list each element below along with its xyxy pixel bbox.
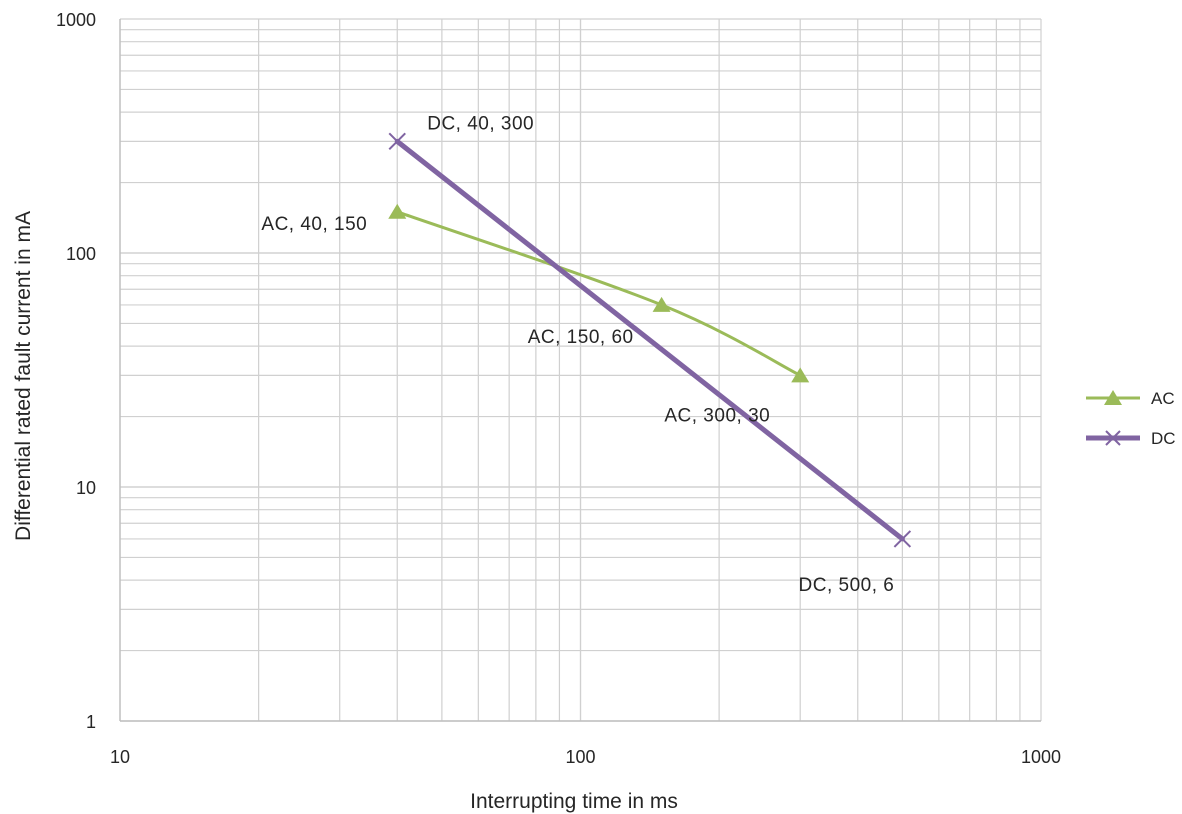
data-point-x [388,132,406,151]
y-axis-title: Differential rated fault current in mA [12,211,35,541]
data-label: AC, 300, 30 [664,405,770,426]
legend-marker-x [1105,430,1121,446]
y-tick-label: 10 [76,478,96,498]
legend: AC DC [1086,389,1176,448]
data-point-triangle [388,203,407,219]
data-label: DC, 500, 6 [799,575,895,596]
marker-x-stroke [388,132,406,151]
x-tick-label: 1000 [1021,747,1061,767]
legend-label: AC [1151,389,1175,408]
legend-marker-triangle [1104,390,1122,405]
x-tick-label: 100 [565,747,595,767]
legend-item-ac: AC [1086,389,1175,408]
x-tick-label: 10 [110,747,130,767]
legend-label: DC [1151,429,1176,448]
tick-labels: 10 100 1000 1 10 100 1000 [56,10,1061,767]
data-point-triangle [791,367,810,383]
series-line-ac [395,210,802,377]
data-point-x [893,530,912,548]
y-tick-label: 100 [66,244,96,264]
y-tick-label: 1000 [56,10,96,30]
axes [119,19,1041,722]
series-line-dc [394,138,905,542]
grid [119,18,1042,722]
data-label: DC, 40, 300 [427,113,534,134]
x-axis-title: Interrupting time in ms [470,790,678,813]
data-label: AC, 40, 150 [261,214,367,235]
y-tick-label: 1 [86,712,96,732]
data-label: AC, 150, 60 [528,327,634,348]
data-point-triangle [652,296,671,312]
legend-item-dc: DC [1086,429,1176,448]
marker-x-stroke [893,530,912,548]
data-labels: AC, 40, 150 AC, 150, 60 AC, 300, 30 DC, 40,… [261,113,895,596]
series-layer [388,132,912,548]
